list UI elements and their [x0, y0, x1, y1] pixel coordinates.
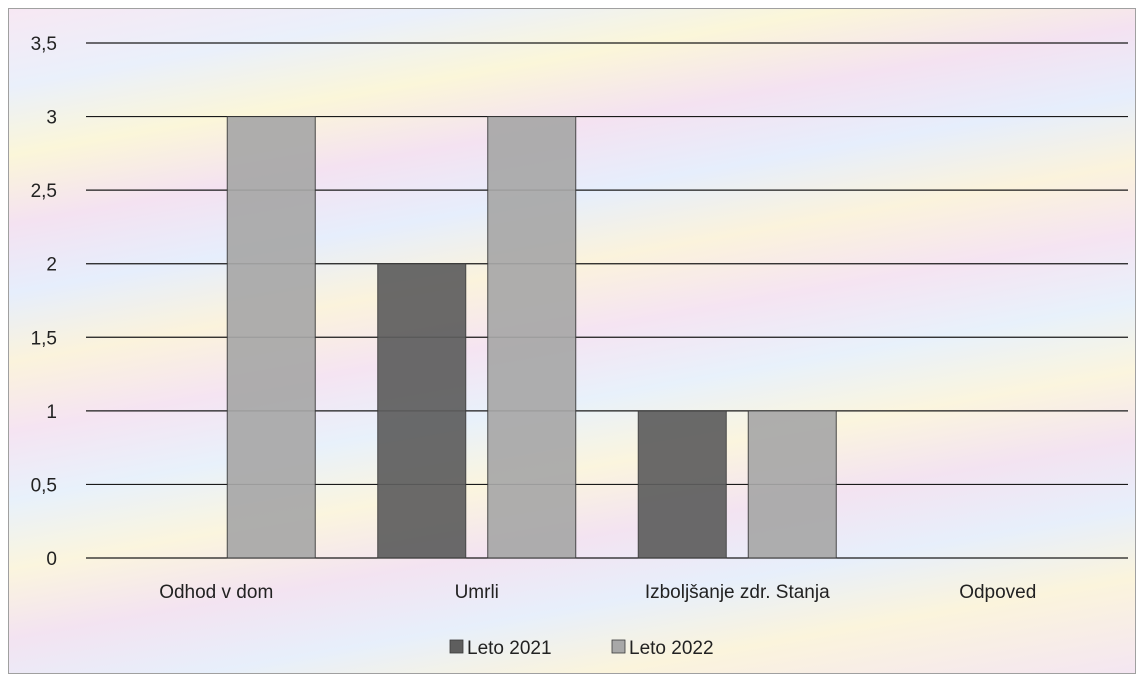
y-axis-ticks: 0 0,5 1 1,5 2 2,5 3 3,5	[31, 34, 57, 570]
bar-leto-2022	[747, 410, 837, 559]
bar-leto-2021	[637, 410, 727, 559]
x-category-label: Izboljšanje zdr. Stanja	[645, 582, 830, 603]
y-tick-label: 0	[46, 549, 57, 570]
x-category-label: Umrli	[455, 582, 499, 603]
bar-leto-2022	[226, 116, 316, 559]
legend-label: Leto 2022	[629, 638, 714, 659]
legend-label: Leto 2021	[467, 638, 552, 659]
y-tick-label: 0,5	[31, 475, 57, 496]
bar-leto-2021	[377, 263, 467, 559]
y-tick-label: 2	[46, 255, 57, 276]
bars	[226, 116, 837, 559]
legend: Leto 2021 Leto 2022	[449, 638, 714, 659]
y-tick-label: 1,5	[31, 328, 57, 349]
x-axis-labels: Odhod v dom Umrli Izboljšanje zdr. Stanja O…	[159, 582, 1036, 603]
x-category-label: Odhod v dom	[159, 582, 273, 603]
y-tick-label: 3	[46, 108, 57, 129]
chart-frame: 0 0,5 1 1,5 2 2,5 3 3,5 Odhod v dom Umrli Izboljš…	[8, 8, 1136, 674]
legend-swatch	[611, 639, 626, 654]
bar-chart: 0 0,5 1 1,5 2 2,5 3 3,5 Odhod v dom Umrli Izboljš…	[31, 34, 1128, 659]
legend-swatch	[449, 639, 464, 654]
y-tick-label: 3,5	[31, 34, 57, 55]
y-tick-label: 2,5	[31, 181, 57, 202]
y-tick-label: 1	[46, 402, 57, 423]
bar-leto-2022	[487, 116, 577, 559]
x-category-label: Odpoved	[959, 582, 1036, 603]
